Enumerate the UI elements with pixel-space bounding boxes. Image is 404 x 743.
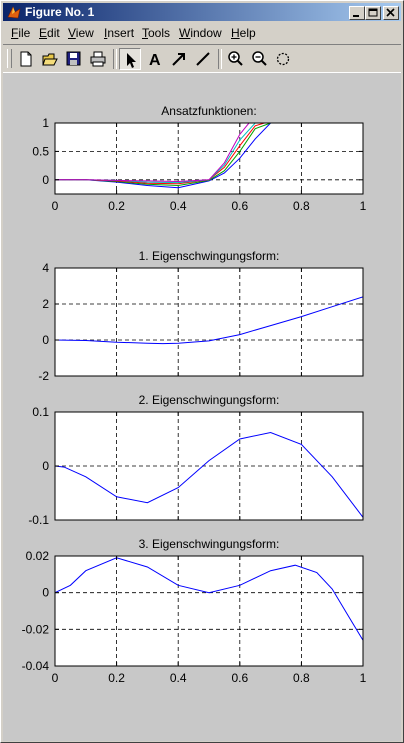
x-tick-label: 1	[360, 671, 367, 685]
figure-toolbar: A	[3, 44, 401, 73]
new-file-button[interactable]	[15, 48, 37, 70]
plot-background	[55, 268, 363, 376]
x-tick-label: 0.6	[231, 671, 248, 685]
rotate-icon	[276, 52, 290, 66]
series-line-1	[55, 557, 363, 641]
save-button[interactable]	[63, 48, 85, 70]
x-tick-label: 1	[360, 199, 367, 213]
x-tick-label: 0.2	[108, 671, 125, 685]
y-tick-label: 0	[42, 333, 49, 347]
x-tick-label: 0.6	[231, 199, 248, 213]
menu-tools[interactable]: Tools	[142, 26, 171, 40]
toolbar-separator	[113, 49, 117, 69]
svg-text:A: A	[149, 52, 161, 68]
axes-2: -2 0 2 4 1. Eigenschwingungsform:	[38, 249, 364, 383]
plot-background	[55, 123, 363, 194]
y-tick-label: -0.04	[22, 659, 50, 673]
minimize-icon	[353, 15, 359, 17]
matlab-logo-icon	[7, 6, 21, 19]
print-button[interactable]	[87, 48, 109, 70]
series-line-1	[55, 431, 363, 518]
toolbar-grip[interactable]	[7, 49, 12, 68]
x-tick-label: 0	[52, 199, 59, 213]
close-button[interactable]	[383, 6, 399, 20]
x-tick-label: 0.4	[170, 671, 187, 685]
axes-3: -0.1 0 0.1 2. Eigenschwingungsform:	[28, 393, 364, 527]
axes-frame	[54, 555, 364, 667]
y-tick-label: 1	[42, 116, 49, 130]
title-bar[interactable]: Figure No. 1	[3, 3, 401, 21]
chart-title: 2. Eigenschwingungsform:	[139, 393, 280, 407]
series-line-1	[55, 296, 363, 345]
y-tick-label: 0	[42, 173, 49, 187]
save-icon	[66, 51, 81, 66]
line-icon	[196, 52, 210, 66]
y-tick-label: 2	[42, 297, 49, 311]
x-tick-label: 0.2	[108, 199, 125, 213]
select-arrow-button[interactable]	[119, 48, 141, 70]
menu-window[interactable]: Window	[179, 26, 222, 40]
chart-title: 1. Eigenschwingungsform:	[139, 249, 280, 263]
diagonal-arrow-icon	[172, 53, 185, 66]
open-folder-icon	[42, 53, 58, 66]
pointer-arrow-icon	[127, 53, 136, 68]
plot-background	[55, 556, 363, 666]
toolbar-separator	[218, 49, 222, 69]
y-tick-label: 0.02	[26, 549, 50, 563]
print-icon	[90, 51, 106, 67]
text-a-icon: A	[149, 52, 161, 68]
open-file-button[interactable]	[39, 48, 61, 70]
menu-insert[interactable]: Insert	[104, 26, 135, 40]
zoom-in-button[interactable]	[224, 48, 246, 70]
y-tick-label: -0.02	[22, 622, 50, 636]
insert-line-button[interactable]	[192, 48, 214, 70]
axes-4: 0 0.2 0.4 0.6 0.8 1 -0.04 -0.02 0 0.02 3. Eigensch…	[22, 537, 367, 685]
y-tick-label: 0.1	[32, 405, 49, 419]
x-tick-label: 0.4	[170, 199, 187, 213]
figure-canvas: 0 0.2 0.4 0.6 0.8 1 0 0.5 1 Ansatzfunktionen: -2 0 2…	[3, 73, 401, 741]
close-icon	[386, 8, 395, 17]
menu-edit[interactable]: Edit	[39, 26, 60, 40]
y-tick-label: 4	[42, 261, 49, 275]
maximize-button[interactable]	[365, 6, 381, 20]
chart-title: Ansatzfunktionen:	[161, 104, 256, 118]
menu-file[interactable]: File	[11, 26, 31, 40]
y-tick-label: -2	[38, 369, 49, 383]
new-file-icon	[20, 51, 32, 67]
minimize-button[interactable]	[349, 6, 365, 20]
y-tick-label: 0	[42, 586, 49, 600]
axes-frame	[54, 267, 364, 377]
maximize-icon	[368, 8, 378, 17]
x-tick-label: 0.8	[293, 671, 310, 685]
y-tick-label: 0	[42, 459, 49, 473]
y-tick-label: -0.1	[28, 513, 49, 527]
chart-title: 3. Eigenschwingungsform:	[139, 537, 280, 551]
y-tick-label: 0.5	[32, 144, 49, 158]
window-title: Figure No. 1	[25, 5, 95, 19]
zoom-out-icon	[252, 51, 267, 66]
zoom-in-icon	[228, 51, 243, 66]
x-tick-label: 0	[52, 671, 59, 685]
axes-1: 0 0.2 0.4 0.6 0.8 1 0 0.5 1 Ansatzfunktionen:	[32, 104, 366, 213]
x-tick-label: 0.8	[293, 199, 310, 213]
menu-bar: File Edit View Insert Tools Window Help	[3, 23, 401, 42]
insert-text-button[interactable]: A	[144, 48, 166, 70]
menu-help[interactable]: Help	[231, 26, 256, 40]
insert-arrow-button[interactable]	[168, 48, 190, 70]
menu-view[interactable]: View	[68, 26, 94, 40]
zoom-out-button[interactable]	[248, 48, 270, 70]
series-line-5	[55, 123, 250, 183]
plots-svg: 0 0.2 0.4 0.6 0.8 1 0 0.5 1 Ansatzfunktionen: -2 0 2…	[22, 104, 367, 685]
axes-frame	[54, 122, 364, 195]
rotate-3d-button[interactable]	[272, 48, 294, 70]
